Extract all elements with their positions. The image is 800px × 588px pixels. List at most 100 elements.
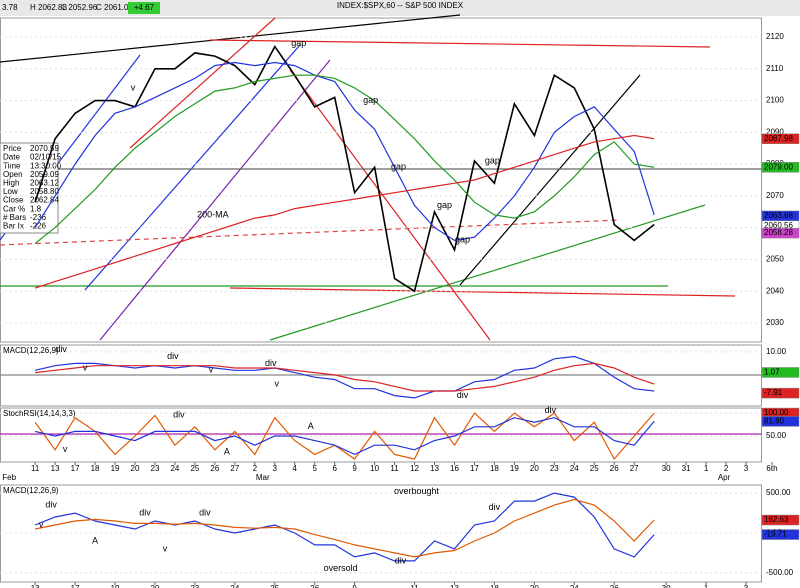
data-window-value: 2058.80	[30, 187, 59, 196]
annotation: div	[55, 344, 67, 354]
panel-title: MACD(12,26,9)	[3, 346, 59, 355]
annotation: div	[139, 507, 151, 517]
header-field: 3.78	[2, 3, 18, 12]
x-tick-label: 1	[704, 584, 709, 588]
x-tick-label: 27	[230, 464, 239, 473]
annotation: A	[92, 535, 98, 545]
x-tick-label: 27	[630, 464, 639, 473]
data-window-value: -236	[30, 213, 47, 222]
trendline	[99, 59, 331, 341]
x-tick-label: 20	[151, 584, 160, 588]
x-tick-label: 19	[111, 464, 120, 473]
header-field: C 2061.02	[96, 3, 133, 12]
series-line	[34, 492, 655, 562]
data-window-value: 2062.84	[30, 196, 59, 205]
annotation: v	[131, 82, 136, 92]
series-line	[34, 498, 655, 558]
price-tag-label: -7.91	[764, 388, 783, 397]
data-window-label: Price	[3, 144, 22, 153]
price-tag	[761, 162, 800, 173]
y-tick-label: 500.00	[766, 488, 791, 497]
annotation: div	[167, 351, 179, 361]
annotation: v	[83, 362, 88, 372]
x-tick-label: 24	[170, 464, 179, 473]
series-line	[34, 74, 655, 244]
annotation: div	[265, 358, 277, 368]
annotation: v	[63, 444, 68, 454]
price-tag-label: 162.63	[764, 515, 789, 524]
price-tag-label: 100.00	[764, 408, 789, 417]
x-tick-label: 25	[590, 464, 599, 473]
x-tick-label: 26	[610, 464, 619, 473]
trendline	[0, 219, 621, 246]
x-tick-label: 3	[744, 464, 749, 473]
x-tick-label: 24	[230, 584, 239, 588]
x-tick-label: 26	[310, 584, 319, 588]
y-tick-label: 2030	[766, 318, 784, 327]
x-tick-label: 13	[430, 464, 439, 473]
price-tag	[761, 367, 800, 378]
x-tick-label: 17	[71, 584, 80, 588]
price-tag-label: 1.07	[764, 368, 780, 377]
y-tick-label: 10.00	[766, 347, 787, 356]
annotation: gap	[363, 95, 378, 105]
panel	[0, 484, 762, 583]
x-tick-label: 16	[450, 464, 459, 473]
price-tag	[761, 416, 800, 427]
annotation: div	[545, 405, 557, 415]
data-window-label: Car %	[3, 204, 25, 213]
x-tick-label: 26	[210, 464, 219, 473]
change-box	[128, 2, 160, 14]
panel-title: StochRSI(14,14,3,3)	[3, 409, 76, 418]
month-label: Mar	[256, 473, 270, 482]
x-tick-label: 23	[550, 464, 559, 473]
x-tick-label: 4	[293, 464, 298, 473]
data-window-label: Time	[3, 161, 21, 170]
trendlines	[0, 14, 762, 435]
trendline	[459, 74, 641, 286]
annotation: div	[489, 502, 501, 512]
price-tag-label: -19.71	[764, 530, 787, 539]
x-tick-label: 25	[270, 584, 279, 588]
annotation: v	[39, 519, 44, 529]
y-tick-label: 2090	[766, 127, 784, 136]
x-tick-label: 20	[530, 584, 539, 588]
x-tick-label: 6th	[766, 464, 777, 473]
series-line	[34, 417, 655, 456]
trendline	[129, 17, 276, 149]
data-window-label: Open	[3, 170, 23, 179]
x-tick-label: 6	[332, 464, 337, 473]
header-bar	[0, 0, 800, 16]
x-tick-label: 23	[151, 464, 160, 473]
price-tag-label: 2060.56	[764, 221, 793, 230]
x-tick-label: 23	[190, 584, 199, 588]
header-title: INDEX:$SPX,60 -- S&P 500 INDEX	[337, 1, 464, 10]
x-tick-label: 31	[682, 464, 691, 473]
series-line	[34, 355, 655, 399]
annotation: overbought	[394, 486, 440, 496]
x-tick-label: 24	[570, 464, 579, 473]
data-window-label: Low	[3, 187, 18, 196]
annotation: gap	[391, 162, 406, 172]
x-tick-label: 13	[31, 584, 40, 588]
trendline	[84, 44, 301, 291]
x-tick-label: 2	[253, 464, 258, 473]
annotation: div	[45, 499, 57, 509]
data-window-value: 2070.59	[30, 144, 59, 153]
x-tick-label: 1	[704, 464, 709, 473]
x-tick-label: 11	[390, 464, 399, 473]
annotation: gap	[485, 155, 500, 165]
data-window-value: 2063.12	[30, 179, 59, 188]
price-tag-label: 2063.68	[764, 211, 793, 220]
price-tag-label: 2087.98	[764, 134, 793, 143]
x-tick-label: 20	[131, 464, 140, 473]
price-tag-label: 81.80	[764, 417, 785, 426]
annotation: div	[173, 410, 185, 420]
x-tick-label: 26	[610, 584, 619, 588]
x-tick-label: 19	[111, 584, 120, 588]
x-tick-label: 2	[724, 464, 729, 473]
data-window-label: Close	[3, 196, 24, 205]
price-tag	[761, 387, 800, 399]
price-tag	[761, 514, 800, 526]
price-tag-label: 2079.00	[764, 162, 793, 171]
